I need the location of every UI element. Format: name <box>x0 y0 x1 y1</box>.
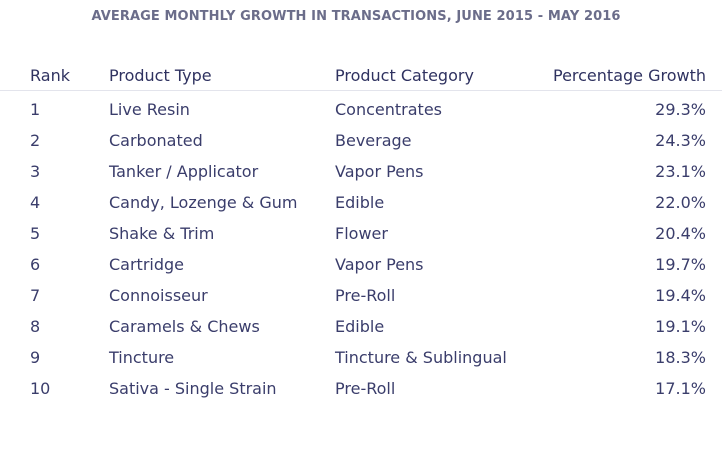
rank-cell: 9 <box>30 348 41 367</box>
product-category-cell: Edible <box>335 317 385 336</box>
rank-cell: 6 <box>30 255 41 274</box>
table-row: 10 Sativa - Single Strain Pre-Roll 17.1% <box>0 379 722 412</box>
product-type-cell: Caramels & Chews <box>109 317 260 336</box>
product-category-cell: Flower <box>335 224 388 243</box>
rank-cell: 2 <box>30 131 41 150</box>
chart-title: AVERAGE MONTHLY GROWTH IN TRANSACTIONS, … <box>91 9 621 24</box>
table-row: 9 Tincture Tincture & Sublingual 18.3% <box>0 348 722 381</box>
product-type-cell: Cartridge <box>109 255 185 274</box>
header-percentage-growth: Percentage Growth <box>552 66 706 85</box>
table-row: 4 Candy, Lozenge & Gum Edible 22.0% <box>0 193 722 226</box>
rank-cell: 3 <box>30 162 41 181</box>
product-type-cell: Shake & Trim <box>109 224 215 243</box>
product-category-cell: Tincture & Sublingual <box>335 348 507 367</box>
product-type-cell: Carbonated <box>109 131 203 150</box>
product-category-cell: Pre-Roll <box>335 286 396 305</box>
product-category-cell: Vapor Pens <box>335 255 424 274</box>
table-row: 5 Shake & Trim Flower 20.4% <box>0 224 722 257</box>
product-type-cell: Connoisseur <box>109 286 208 305</box>
rank-cell: 5 <box>30 224 41 243</box>
percentage-growth-cell: 22.0% <box>655 193 706 212</box>
table-row: 8 Caramels & Chews Edible 19.1% <box>0 317 722 350</box>
product-category-cell: Edible <box>335 193 385 212</box>
rank-cell: 10 <box>30 379 51 398</box>
table-row: 1 Live Resin Concentrates 29.3% <box>0 100 722 133</box>
table-row: 3 Tanker / Applicator Vapor Pens 23.1% <box>0 162 722 195</box>
product-category-cell: Beverage <box>335 131 412 150</box>
percentage-growth-cell: 19.7% <box>655 255 706 274</box>
rank-cell: 1 <box>30 100 41 119</box>
percentage-growth-cell: 23.1% <box>655 162 706 181</box>
rank-cell: 8 <box>30 317 41 336</box>
table-row: 2 Carbonated Beverage 24.3% <box>0 131 722 164</box>
percentage-growth-cell: 17.1% <box>655 379 706 398</box>
product-category-cell: Concentrates <box>335 100 442 119</box>
header-product-type: Product Type <box>109 66 212 85</box>
product-category-cell: Vapor Pens <box>335 162 424 181</box>
table-header-row: Rank Product Type Product Category Perce… <box>0 62 722 91</box>
percentage-growth-cell: 24.3% <box>655 131 706 150</box>
product-type-cell: Candy, Lozenge & Gum <box>109 193 298 212</box>
rank-cell: 4 <box>30 193 41 212</box>
product-type-cell: Sativa - Single Strain <box>109 379 277 398</box>
product-type-cell: Tincture <box>109 348 175 367</box>
percentage-growth-cell: 18.3% <box>655 348 706 367</box>
growth-table: Rank Product Type Product Category Perce… <box>0 62 722 412</box>
table-body: 1 Live Resin Concentrates 29.3% 2 Carbonated B… <box>0 100 722 412</box>
percentage-growth-cell: 19.1% <box>655 317 706 336</box>
percentage-growth-cell: 19.4% <box>655 286 706 305</box>
product-type-cell: Tanker / Applicator <box>109 162 259 181</box>
product-category-cell: Pre-Roll <box>335 379 396 398</box>
table-row: 6 Cartridge Vapor Pens 19.7% <box>0 255 722 288</box>
percentage-growth-cell: 29.3% <box>655 100 706 119</box>
header-product-category: Product Category <box>335 66 474 85</box>
header-rank: Rank <box>30 66 70 85</box>
rank-cell: 7 <box>30 286 41 305</box>
product-type-cell: Live Resin <box>109 100 190 119</box>
percentage-growth-cell: 20.4% <box>655 224 706 243</box>
table-row: 7 Connoisseur Pre-Roll 19.4% <box>0 286 722 319</box>
